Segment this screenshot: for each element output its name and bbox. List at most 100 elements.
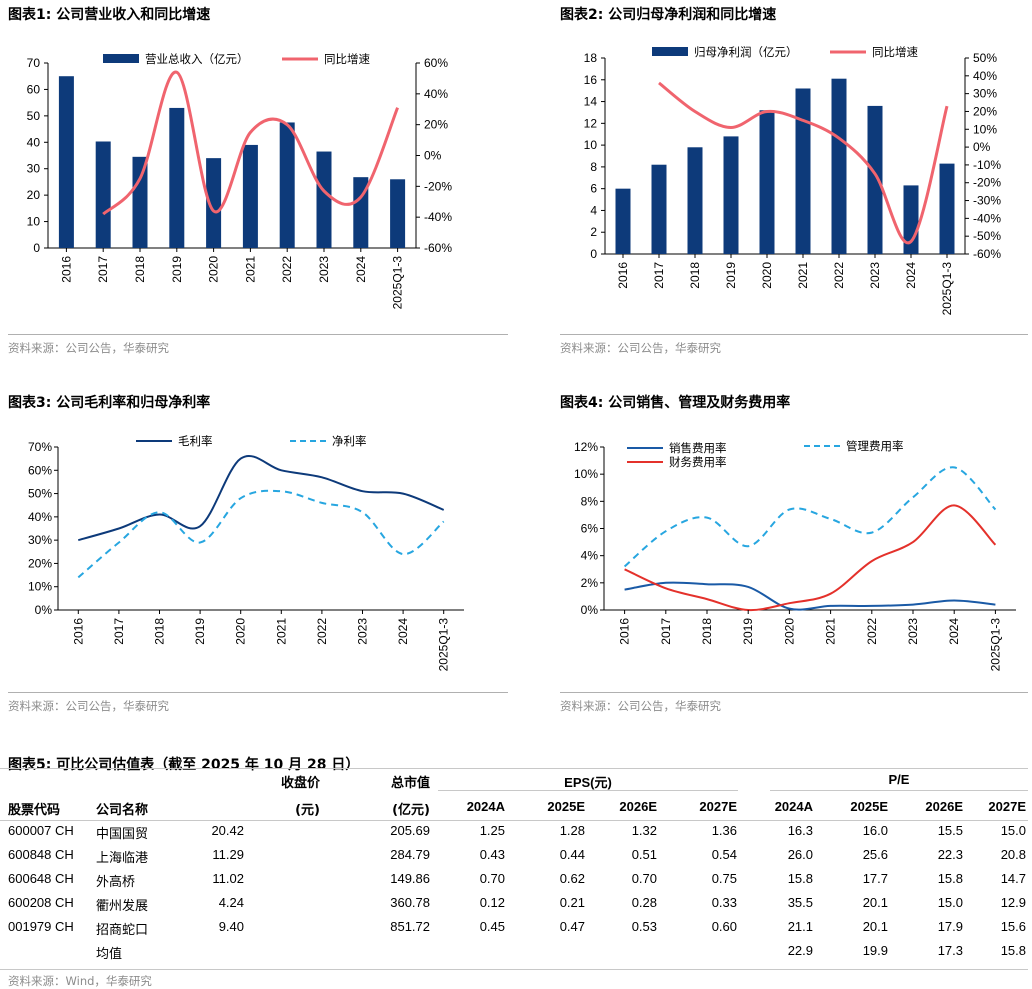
- row-eps: 1.25: [435, 823, 505, 838]
- row-eps: 0.12: [435, 895, 505, 910]
- header-bottom-rule: [0, 820, 1028, 821]
- row-eps: 0.70: [587, 871, 657, 886]
- row-code: 600648 CH: [8, 871, 74, 886]
- x-tick-label: 2017: [112, 618, 126, 645]
- row-price: 20.42: [170, 823, 244, 838]
- y-tick-label: 60%: [28, 463, 52, 477]
- y-tick-label-left: 8: [590, 160, 597, 174]
- row-eps: 0.33: [667, 895, 737, 910]
- exhibit3-source: 资料来源：公司公告，华泰研究: [8, 698, 169, 714]
- row-eps: 0.53: [587, 919, 657, 934]
- x-tick-label: 2023: [868, 262, 882, 289]
- bar: [59, 76, 74, 248]
- x-tick-label: 2016: [618, 618, 632, 645]
- series-line-2: [625, 467, 996, 566]
- row-eps: 1.32: [587, 823, 657, 838]
- exhibit2-source: 资料来源：公司公告，华泰研究: [560, 340, 721, 356]
- row-eps: 0.21: [515, 895, 585, 910]
- bar: [169, 108, 184, 248]
- pe-group-rule: [770, 790, 1028, 791]
- row-mcap: 360.78: [330, 895, 430, 910]
- series-line-2: [78, 491, 443, 578]
- series-line-1: [78, 456, 443, 540]
- x-tick-label: 2020: [782, 618, 796, 645]
- y-tick-label-right: -20%: [973, 176, 1001, 190]
- y-tick-label: 10%: [574, 467, 598, 481]
- x-tick-label: 2016: [616, 262, 630, 289]
- y-tick-label-right: 50%: [973, 51, 997, 65]
- row-name: 衢州发展: [96, 895, 148, 914]
- row-pe: 17.9: [893, 919, 963, 934]
- x-tick-label: 2023: [356, 618, 370, 645]
- bar: [724, 136, 739, 254]
- y-tick-label-left: 50: [27, 109, 41, 123]
- y-tick-label-left: 60: [27, 82, 41, 96]
- y-tick-label: 6%: [581, 522, 599, 536]
- exhibit1-source: 资料来源：公司公告，华泰研究: [8, 340, 169, 356]
- y-tick-label-left: 20: [27, 188, 41, 202]
- y-tick-label: 70%: [28, 440, 52, 454]
- x-tick-label: 2017: [652, 262, 666, 289]
- row-pe: 14.7: [956, 871, 1026, 886]
- row-mcap: 284.79: [330, 847, 430, 862]
- x-tick-label: 2024: [947, 618, 961, 645]
- x-tick-label: 2022: [832, 262, 846, 289]
- y-tick-label-right: -20%: [424, 179, 452, 193]
- x-tick-label: 2021: [796, 262, 810, 289]
- row-eps: 0.28: [587, 895, 657, 910]
- row-pe: 15.8: [893, 871, 963, 886]
- y-tick-label: 4%: [581, 549, 599, 563]
- y-tick-label-left: 18: [584, 51, 598, 65]
- row-pe: 26.0: [743, 847, 813, 862]
- table-top-rule: [0, 768, 1028, 769]
- exhibit1-caption: 图表1: 公司营业收入和同比增速: [8, 4, 210, 24]
- y-tick-label: 12%: [574, 440, 598, 454]
- y-tick-label-left: 16: [584, 73, 598, 87]
- header-price-unit: (元): [230, 799, 320, 818]
- x-tick-label: 2018: [688, 262, 702, 289]
- series-line-1: [625, 583, 996, 610]
- y-tick-label: 50%: [28, 487, 52, 501]
- x-tick-label: 2023: [317, 256, 331, 283]
- x-tick-label: 2025Q1-3: [391, 256, 405, 310]
- revenue-chart: 010203040506070-60%-40%-20%0%20%40%60%20…: [0, 26, 516, 326]
- row-name: 中国国贸: [96, 823, 148, 842]
- exhibit5-caption: 图表5: 可比公司估值表（截至 2025 年 10 月 28 日）: [8, 754, 359, 774]
- exhibit4-source: 资料来源：公司公告，华泰研究: [560, 698, 721, 714]
- row-pe: 15.0: [893, 895, 963, 910]
- y-tick-label-left: 40: [27, 135, 41, 149]
- average-label: 均值: [96, 943, 122, 962]
- row-eps: 0.47: [515, 919, 585, 934]
- header-eps-year: 2026E: [587, 799, 657, 814]
- row-code: 001979 CH: [8, 919, 74, 934]
- bar: [940, 164, 955, 254]
- y-tick-label-right: -40%: [424, 210, 452, 224]
- legend-line-label: 同比增速: [324, 52, 370, 66]
- x-tick-label: 2018: [133, 256, 147, 283]
- row-pe: 20.1: [818, 919, 888, 934]
- average-pe: 15.8: [956, 943, 1026, 958]
- row-price: 11.29: [170, 847, 244, 862]
- legend-series-3-label: 财务费用率: [669, 455, 727, 469]
- row-pe: 16.3: [743, 823, 813, 838]
- x-tick-label: 2019: [170, 256, 184, 283]
- y-tick-label-left: 10: [584, 138, 598, 152]
- y-tick-label-right: 40%: [424, 87, 448, 101]
- y-tick-label-right: -10%: [973, 158, 1001, 172]
- row-pe: 15.5: [893, 823, 963, 838]
- bar: [688, 147, 703, 254]
- y-tick-label-right: 30%: [973, 87, 997, 101]
- legend-bar-label: 营业总收入（亿元）: [145, 52, 249, 66]
- row-eps: 0.62: [515, 871, 585, 886]
- y-tick-label-left: 70: [27, 56, 41, 70]
- row-pe: 22.3: [893, 847, 963, 862]
- header-eps-year: 2027E: [667, 799, 737, 814]
- row-pe: 16.0: [818, 823, 888, 838]
- y-tick-label: 0%: [35, 603, 53, 617]
- y-tick-label-right: 40%: [973, 69, 997, 83]
- row-code: 600848 CH: [8, 847, 74, 862]
- bar: [760, 110, 775, 254]
- series-line-3: [625, 505, 996, 610]
